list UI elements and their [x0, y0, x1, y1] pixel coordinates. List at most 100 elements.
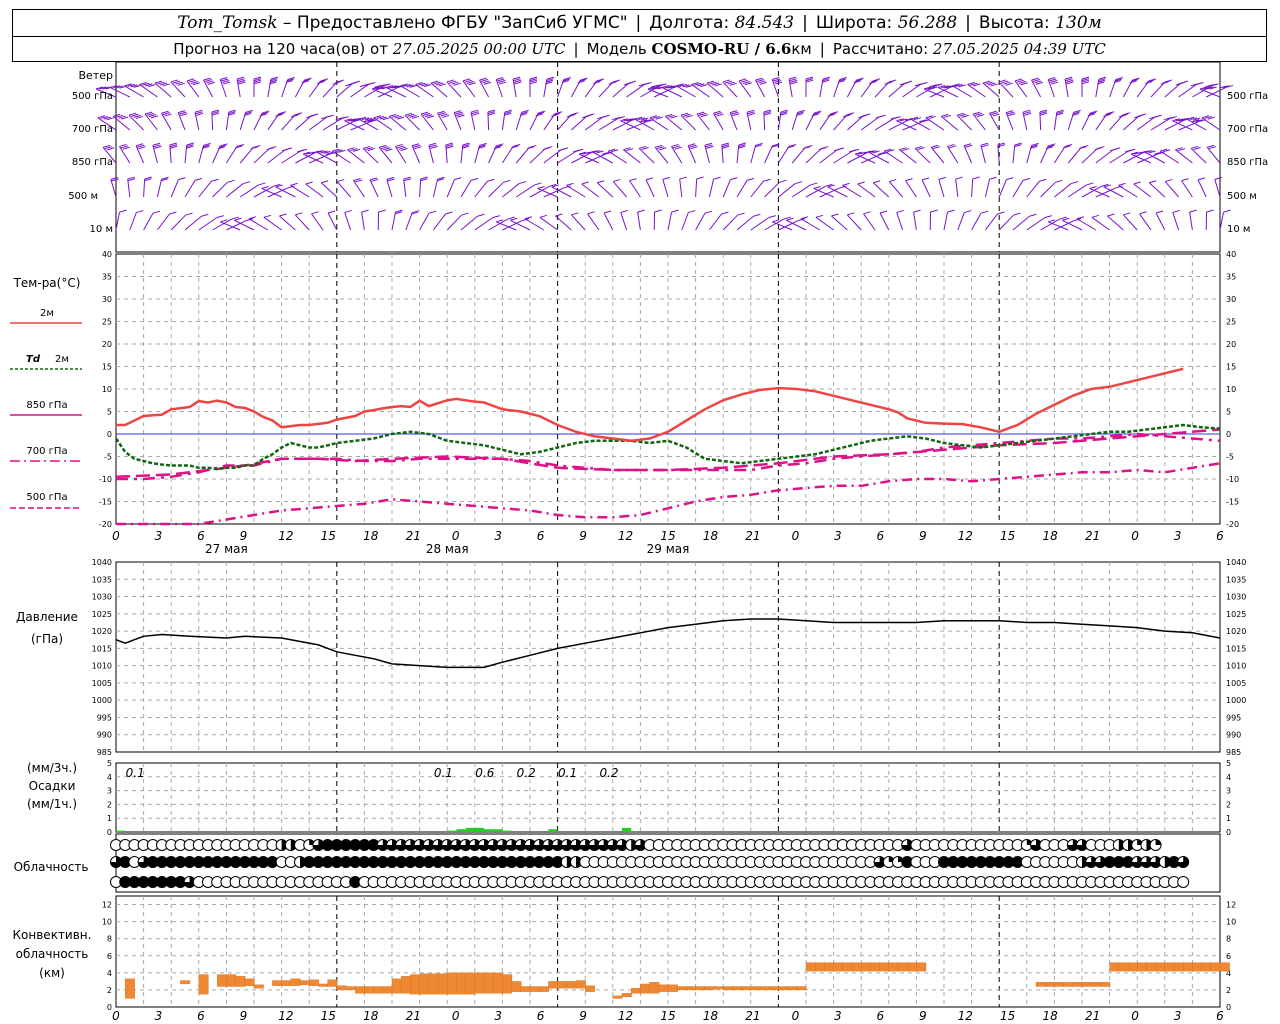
conv-cloud-bar — [318, 983, 329, 987]
xtick-label-top: 12 — [958, 529, 973, 543]
wind-barb-feather — [930, 209, 938, 213]
wind-barb-feather — [651, 86, 659, 90]
wind-barb-feather — [674, 146, 682, 150]
wind-barb-feather — [610, 149, 619, 153]
cloud-cover-fill — [184, 876, 196, 888]
wind-barb-shaft — [1190, 148, 1207, 164]
wind-barb-feather — [649, 115, 658, 119]
legend-t500-label: 500 гПа — [26, 492, 67, 503]
wind-barb-feather — [990, 112, 999, 116]
wind-barb-feather — [1089, 185, 1097, 189]
wind-barb-feather — [839, 77, 847, 80]
wind-barb-shaft — [750, 180, 764, 198]
precip-bar — [493, 829, 503, 832]
wind-barb-feather — [290, 182, 298, 186]
calc-time: 27.05.2025 04:39 UTC — [932, 40, 1106, 58]
wind-barb-feather — [305, 115, 314, 119]
wind-barb-shaft — [805, 185, 826, 198]
temp-ytick-label-right: 35 — [1226, 273, 1236, 282]
wind-barb-feather — [135, 143, 144, 147]
wind-barb-feather — [438, 83, 446, 87]
series-t2m — [116, 367, 1184, 443]
wind-barb-feather — [561, 80, 569, 84]
wind-barb-feather — [353, 178, 361, 182]
wind-barb-shaft — [1139, 213, 1152, 231]
precip-3h-label: 0.1 — [558, 766, 577, 780]
wind-barb-feather — [731, 111, 739, 115]
wind-barb-shaft — [1012, 215, 1030, 231]
temp-ytick-label: 15 — [102, 363, 112, 372]
wind-barb-shaft — [267, 149, 286, 164]
wind-barb-feather — [608, 148, 616, 152]
conv-cloud-bar — [437, 973, 448, 995]
wind-barb-feather — [795, 112, 804, 116]
wind-barb-feather — [661, 84, 670, 88]
wind-barb-feather — [400, 83, 408, 87]
wind-barb-shaft — [819, 113, 832, 131]
wind-barb-shaft — [940, 116, 959, 131]
wind-barb-shaft — [1172, 120, 1193, 131]
wind-barb-shaft — [495, 79, 503, 98]
wind-barb-feather — [1055, 179, 1063, 183]
wind-barb-feather — [122, 146, 130, 150]
wind-barb-feather — [810, 182, 818, 186]
conv-cloud-bar — [373, 986, 384, 994]
wind-barb-shaft — [680, 114, 696, 131]
wind-barb-feather — [866, 150, 875, 154]
cloud-cover-fill — [377, 839, 389, 851]
wind-barb-feather — [409, 84, 417, 88]
wind-barb-feather — [668, 85, 676, 89]
wind-barb-feather — [375, 86, 383, 90]
wind-barb-feather — [211, 112, 220, 116]
wind-barb-feather — [1066, 81, 1074, 85]
wind-barb-feather — [1071, 181, 1079, 185]
wind-barb-feather — [378, 86, 386, 90]
wind-barb-feather — [1186, 116, 1195, 120]
wind-barb-feather — [1003, 81, 1011, 85]
wind-barb-feather — [428, 210, 437, 214]
wind-barb-shaft — [815, 216, 834, 231]
wind-barb-feather — [345, 83, 353, 87]
conv-cloud-bar — [391, 978, 402, 994]
conv-ytick-label-right: 8 — [1226, 935, 1231, 944]
wind-barb-shaft — [322, 118, 343, 131]
conv-cloud-bar — [447, 972, 457, 995]
xtick-label-top: 6 — [876, 529, 884, 543]
wind-barb-feather — [1032, 79, 1041, 82]
wind-barb-feather — [562, 78, 570, 82]
wind-barb-feather — [956, 112, 965, 116]
wind-barb-shaft — [847, 115, 864, 131]
wind-barb-feather — [220, 143, 228, 147]
xtick-label-bottom: 12 — [958, 1009, 973, 1023]
wind-barb-feather — [421, 83, 429, 87]
wind-barb-feather — [989, 110, 997, 114]
conv-cloud-bar — [1054, 982, 1065, 987]
wind-barb-feather — [244, 111, 252, 115]
wind-barb-shaft — [777, 146, 790, 164]
wind-barb-feather — [748, 112, 756, 116]
wind-barb-shaft — [386, 179, 393, 198]
wind-barb-feather — [886, 149, 895, 153]
wind-barb-feather — [253, 144, 261, 148]
wind-barb-shaft — [515, 147, 530, 164]
wind-barb-feather — [566, 182, 574, 186]
wind-barb-shaft — [1205, 86, 1227, 98]
wind-barb-feather — [553, 112, 561, 116]
wind-barb-shaft — [791, 184, 811, 198]
cloud-cover-fill — [607, 839, 619, 851]
wind-barb-feather — [1081, 144, 1089, 148]
wind-barb-feather — [144, 111, 153, 115]
pres-ytick-label-right: 1010 — [1226, 662, 1246, 671]
temp-ytick-label: 0 — [107, 430, 112, 439]
wind-barb-shaft — [143, 212, 154, 231]
wind-barb-shaft — [626, 121, 647, 131]
wind-barb-feather — [972, 111, 981, 115]
wind-barb-feather — [178, 110, 186, 114]
wind-barb-feather — [1209, 146, 1217, 150]
wind-barb-feather — [542, 147, 551, 151]
wind-barb-feather — [430, 145, 438, 149]
wind-barb-feather — [738, 142, 746, 146]
wind-barb-feather — [161, 176, 169, 180]
wind-barb-feather — [1118, 182, 1126, 186]
